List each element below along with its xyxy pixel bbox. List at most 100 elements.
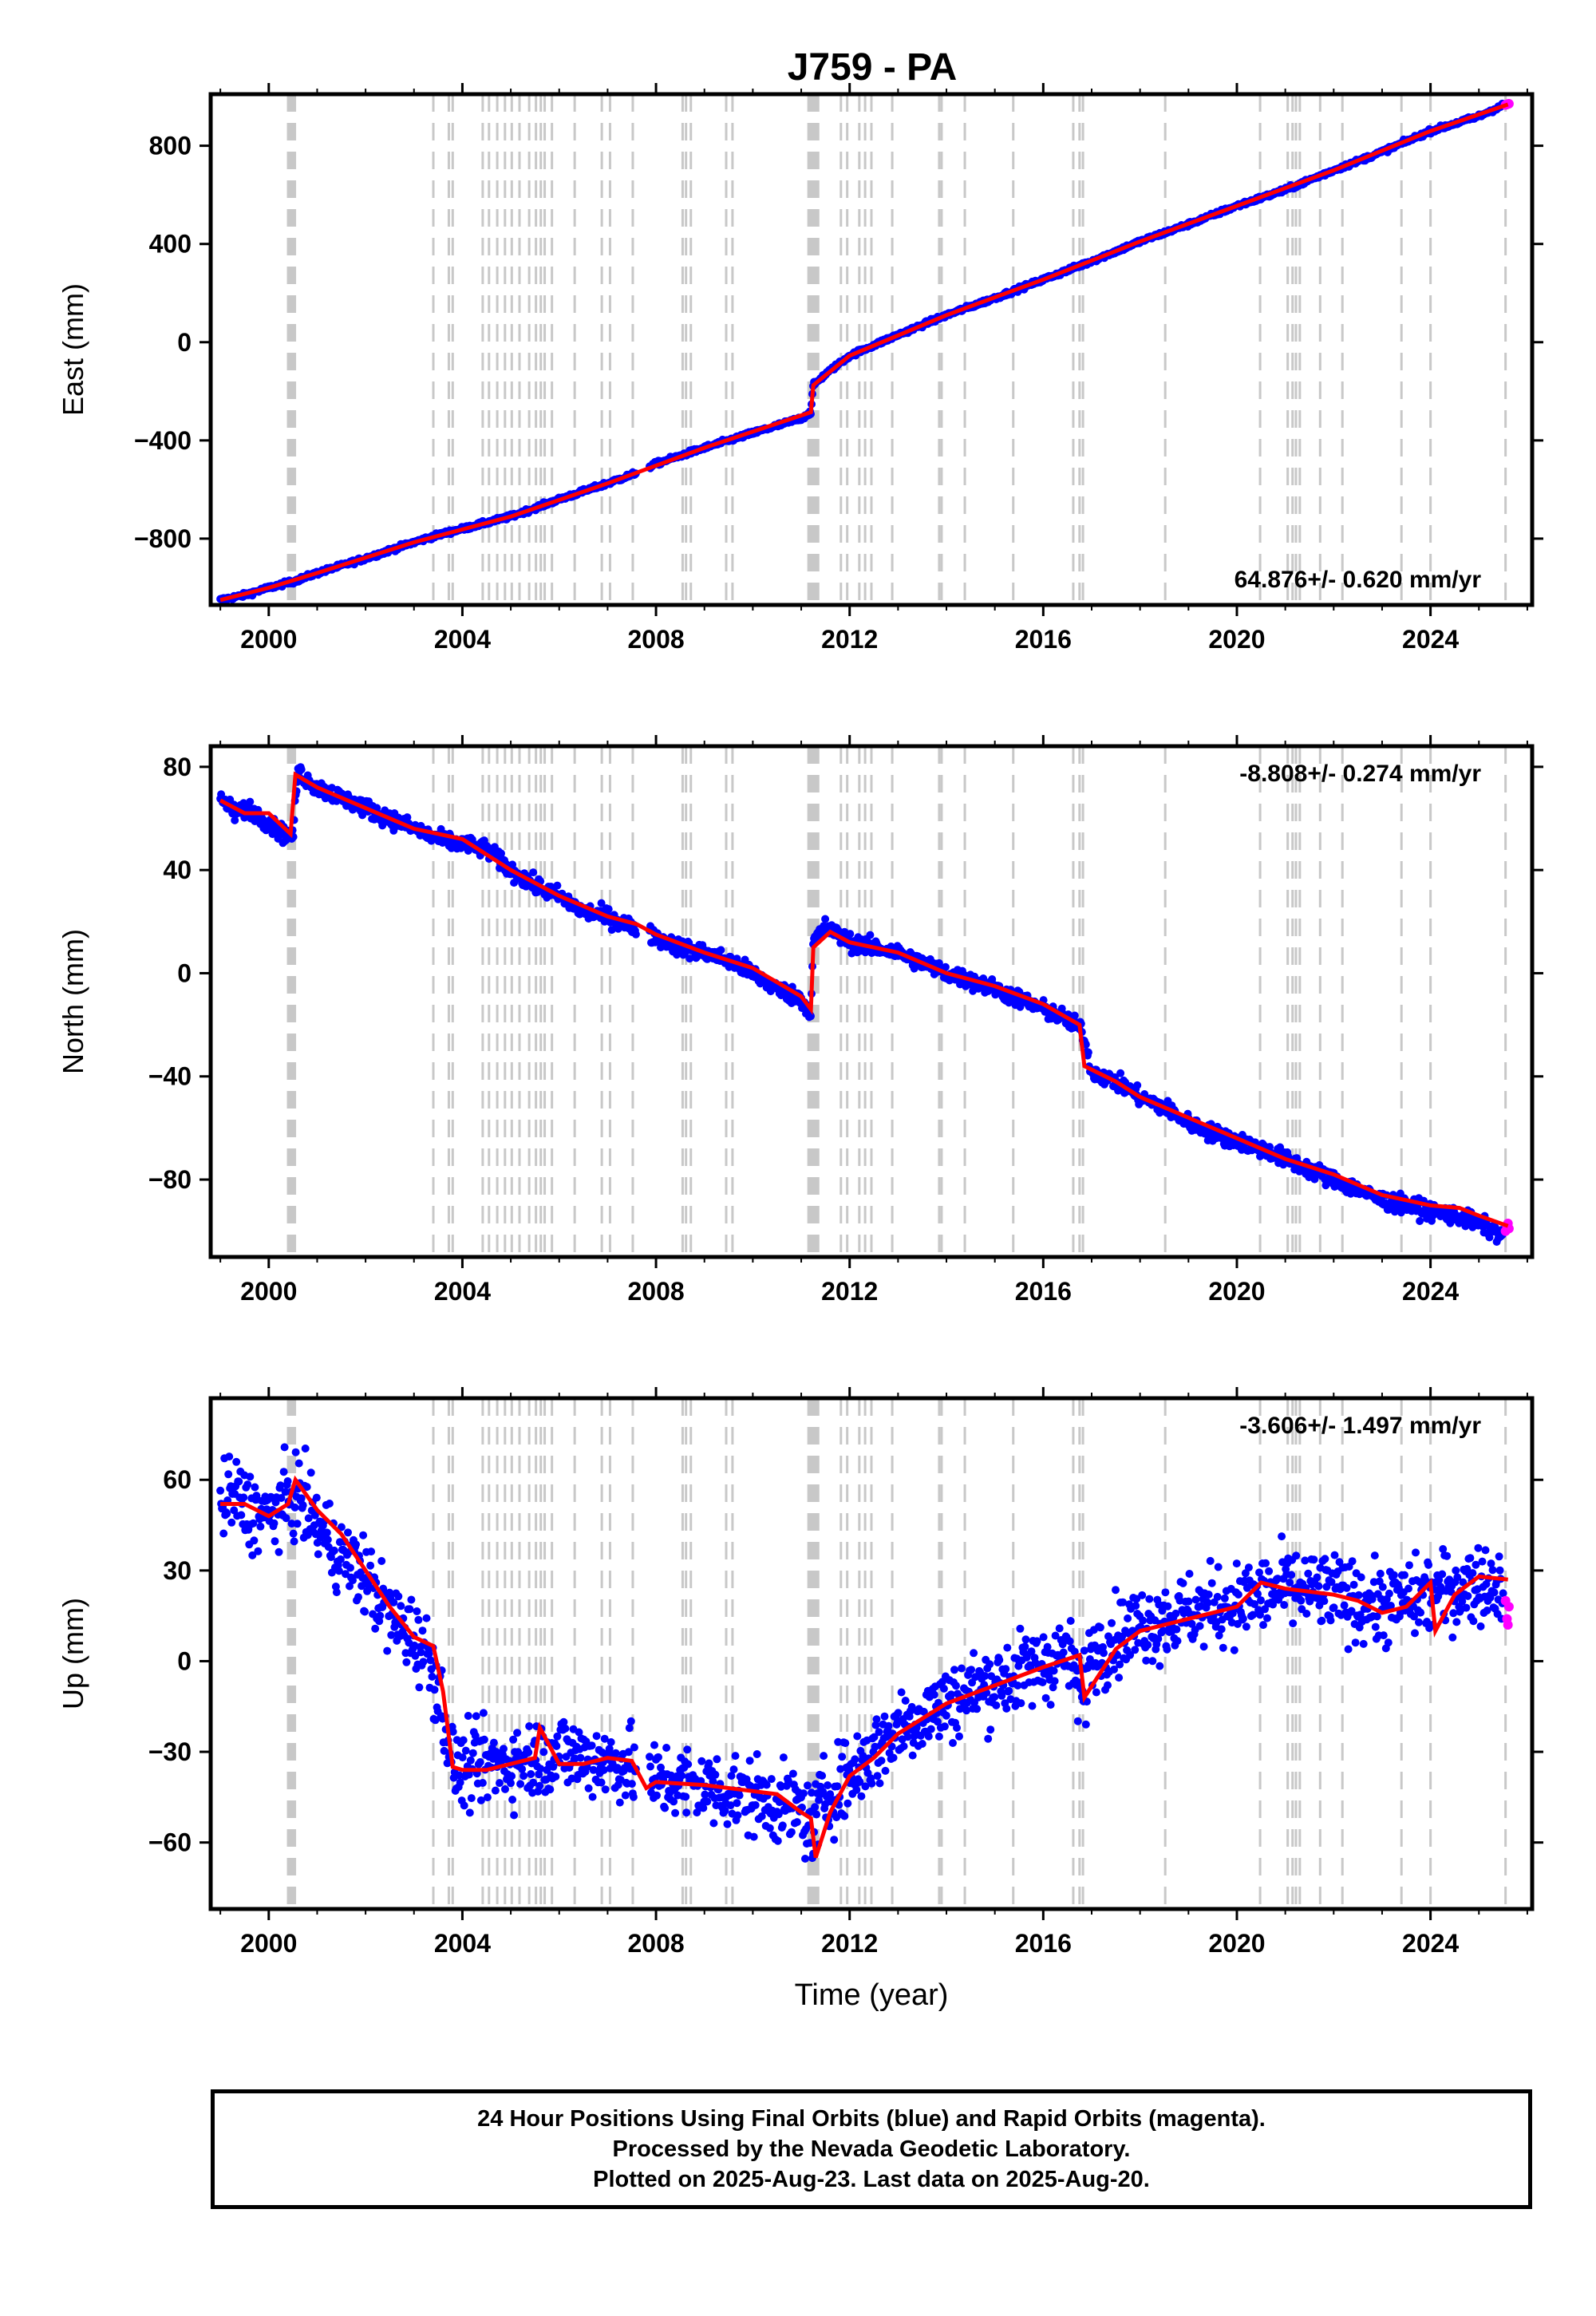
data-point bbox=[1116, 1660, 1124, 1669]
data-point bbox=[1255, 1568, 1263, 1577]
data-point bbox=[1145, 1595, 1154, 1603]
data-point bbox=[377, 1557, 386, 1565]
data-point bbox=[723, 1820, 732, 1828]
data-point bbox=[709, 1777, 717, 1785]
data-point bbox=[1065, 1637, 1074, 1646]
data-point bbox=[1118, 1632, 1127, 1641]
data-point bbox=[709, 1819, 718, 1828]
data-point bbox=[727, 1772, 736, 1780]
data-point bbox=[1070, 1011, 1079, 1020]
data-point bbox=[472, 1712, 480, 1721]
data-point bbox=[941, 962, 950, 971]
data-point bbox=[322, 1528, 331, 1537]
y-tick-label: −40 bbox=[148, 1062, 192, 1091]
data-point bbox=[824, 1781, 832, 1789]
data-point bbox=[853, 1732, 862, 1741]
data-point bbox=[1376, 1569, 1385, 1578]
data-point bbox=[1287, 1571, 1296, 1579]
data-point bbox=[243, 1480, 252, 1489]
data-point bbox=[1347, 1607, 1356, 1615]
data-point bbox=[939, 1684, 948, 1693]
data-point bbox=[866, 931, 875, 939]
data-point bbox=[314, 1550, 322, 1559]
data-point bbox=[654, 1753, 662, 1761]
data-point bbox=[779, 1753, 788, 1762]
data-point bbox=[1214, 1563, 1223, 1571]
data-point bbox=[1002, 1704, 1011, 1713]
data-point bbox=[870, 1733, 879, 1741]
data-point bbox=[1250, 1600, 1258, 1608]
data-point bbox=[952, 1682, 960, 1690]
data-point bbox=[1195, 1622, 1204, 1630]
data-point bbox=[670, 1797, 678, 1806]
data-point bbox=[589, 1765, 598, 1774]
data-point bbox=[840, 1812, 849, 1820]
y-tick-label: 0 bbox=[177, 328, 192, 357]
data-point bbox=[830, 1836, 839, 1844]
data-point bbox=[389, 1598, 398, 1607]
data-point bbox=[778, 1821, 787, 1830]
data-point bbox=[894, 1709, 903, 1717]
data-point bbox=[246, 1472, 255, 1481]
data-point bbox=[418, 1626, 427, 1635]
data-point bbox=[411, 1651, 420, 1660]
data-point bbox=[646, 1762, 654, 1771]
data-point bbox=[1230, 1646, 1238, 1654]
data-point bbox=[1001, 1665, 1010, 1674]
data-point bbox=[478, 1779, 487, 1787]
data-point bbox=[1286, 1579, 1294, 1587]
data-point bbox=[358, 1582, 366, 1591]
data-point bbox=[1304, 1569, 1313, 1578]
y-tick-label: 80 bbox=[163, 753, 192, 781]
data-point bbox=[990, 1693, 999, 1701]
data-point bbox=[553, 1732, 562, 1741]
data-point bbox=[539, 1748, 548, 1757]
data-point bbox=[699, 1804, 708, 1812]
data-point bbox=[815, 1796, 824, 1804]
data-point bbox=[546, 1785, 555, 1794]
data-point bbox=[1297, 1596, 1306, 1605]
data-point bbox=[413, 1607, 421, 1615]
data-point bbox=[867, 1779, 876, 1788]
data-point bbox=[216, 1486, 225, 1495]
data-point bbox=[875, 1779, 884, 1788]
data-point bbox=[524, 1748, 533, 1757]
data-point bbox=[354, 1593, 362, 1602]
data-point bbox=[1310, 1175, 1319, 1184]
data-point bbox=[496, 1779, 504, 1788]
data-point bbox=[219, 1529, 228, 1538]
data-point bbox=[518, 1765, 527, 1773]
data-point bbox=[516, 1780, 525, 1788]
data-point bbox=[880, 1712, 889, 1721]
data-point bbox=[653, 1791, 661, 1800]
data-point bbox=[476, 1758, 484, 1766]
event-lines bbox=[286, 1398, 1507, 1909]
data-point bbox=[846, 930, 855, 939]
data-point bbox=[1199, 1642, 1208, 1651]
data-point bbox=[237, 1511, 246, 1520]
data-point bbox=[1108, 1618, 1116, 1627]
data-point bbox=[729, 1765, 738, 1774]
data-point bbox=[818, 1772, 827, 1780]
data-point bbox=[877, 1757, 886, 1765]
data-point bbox=[1317, 1616, 1326, 1625]
data-point bbox=[621, 1791, 630, 1800]
data-point bbox=[510, 1811, 519, 1820]
data-point bbox=[254, 1547, 263, 1555]
data-point bbox=[414, 1615, 423, 1624]
data-point bbox=[661, 1804, 670, 1812]
data-point bbox=[1279, 1160, 1288, 1169]
data-point bbox=[430, 1686, 439, 1694]
data-point bbox=[767, 1775, 776, 1784]
data-point bbox=[501, 1784, 509, 1793]
data-point bbox=[225, 1452, 234, 1461]
data-point bbox=[749, 1832, 758, 1841]
data-point bbox=[1220, 1594, 1229, 1603]
data-point bbox=[711, 1770, 720, 1779]
data-point bbox=[458, 1753, 467, 1762]
data-point bbox=[872, 1715, 881, 1724]
data-point bbox=[726, 1801, 735, 1810]
data-point bbox=[294, 1459, 303, 1468]
data-point bbox=[792, 1818, 801, 1827]
data-point bbox=[293, 1520, 302, 1528]
